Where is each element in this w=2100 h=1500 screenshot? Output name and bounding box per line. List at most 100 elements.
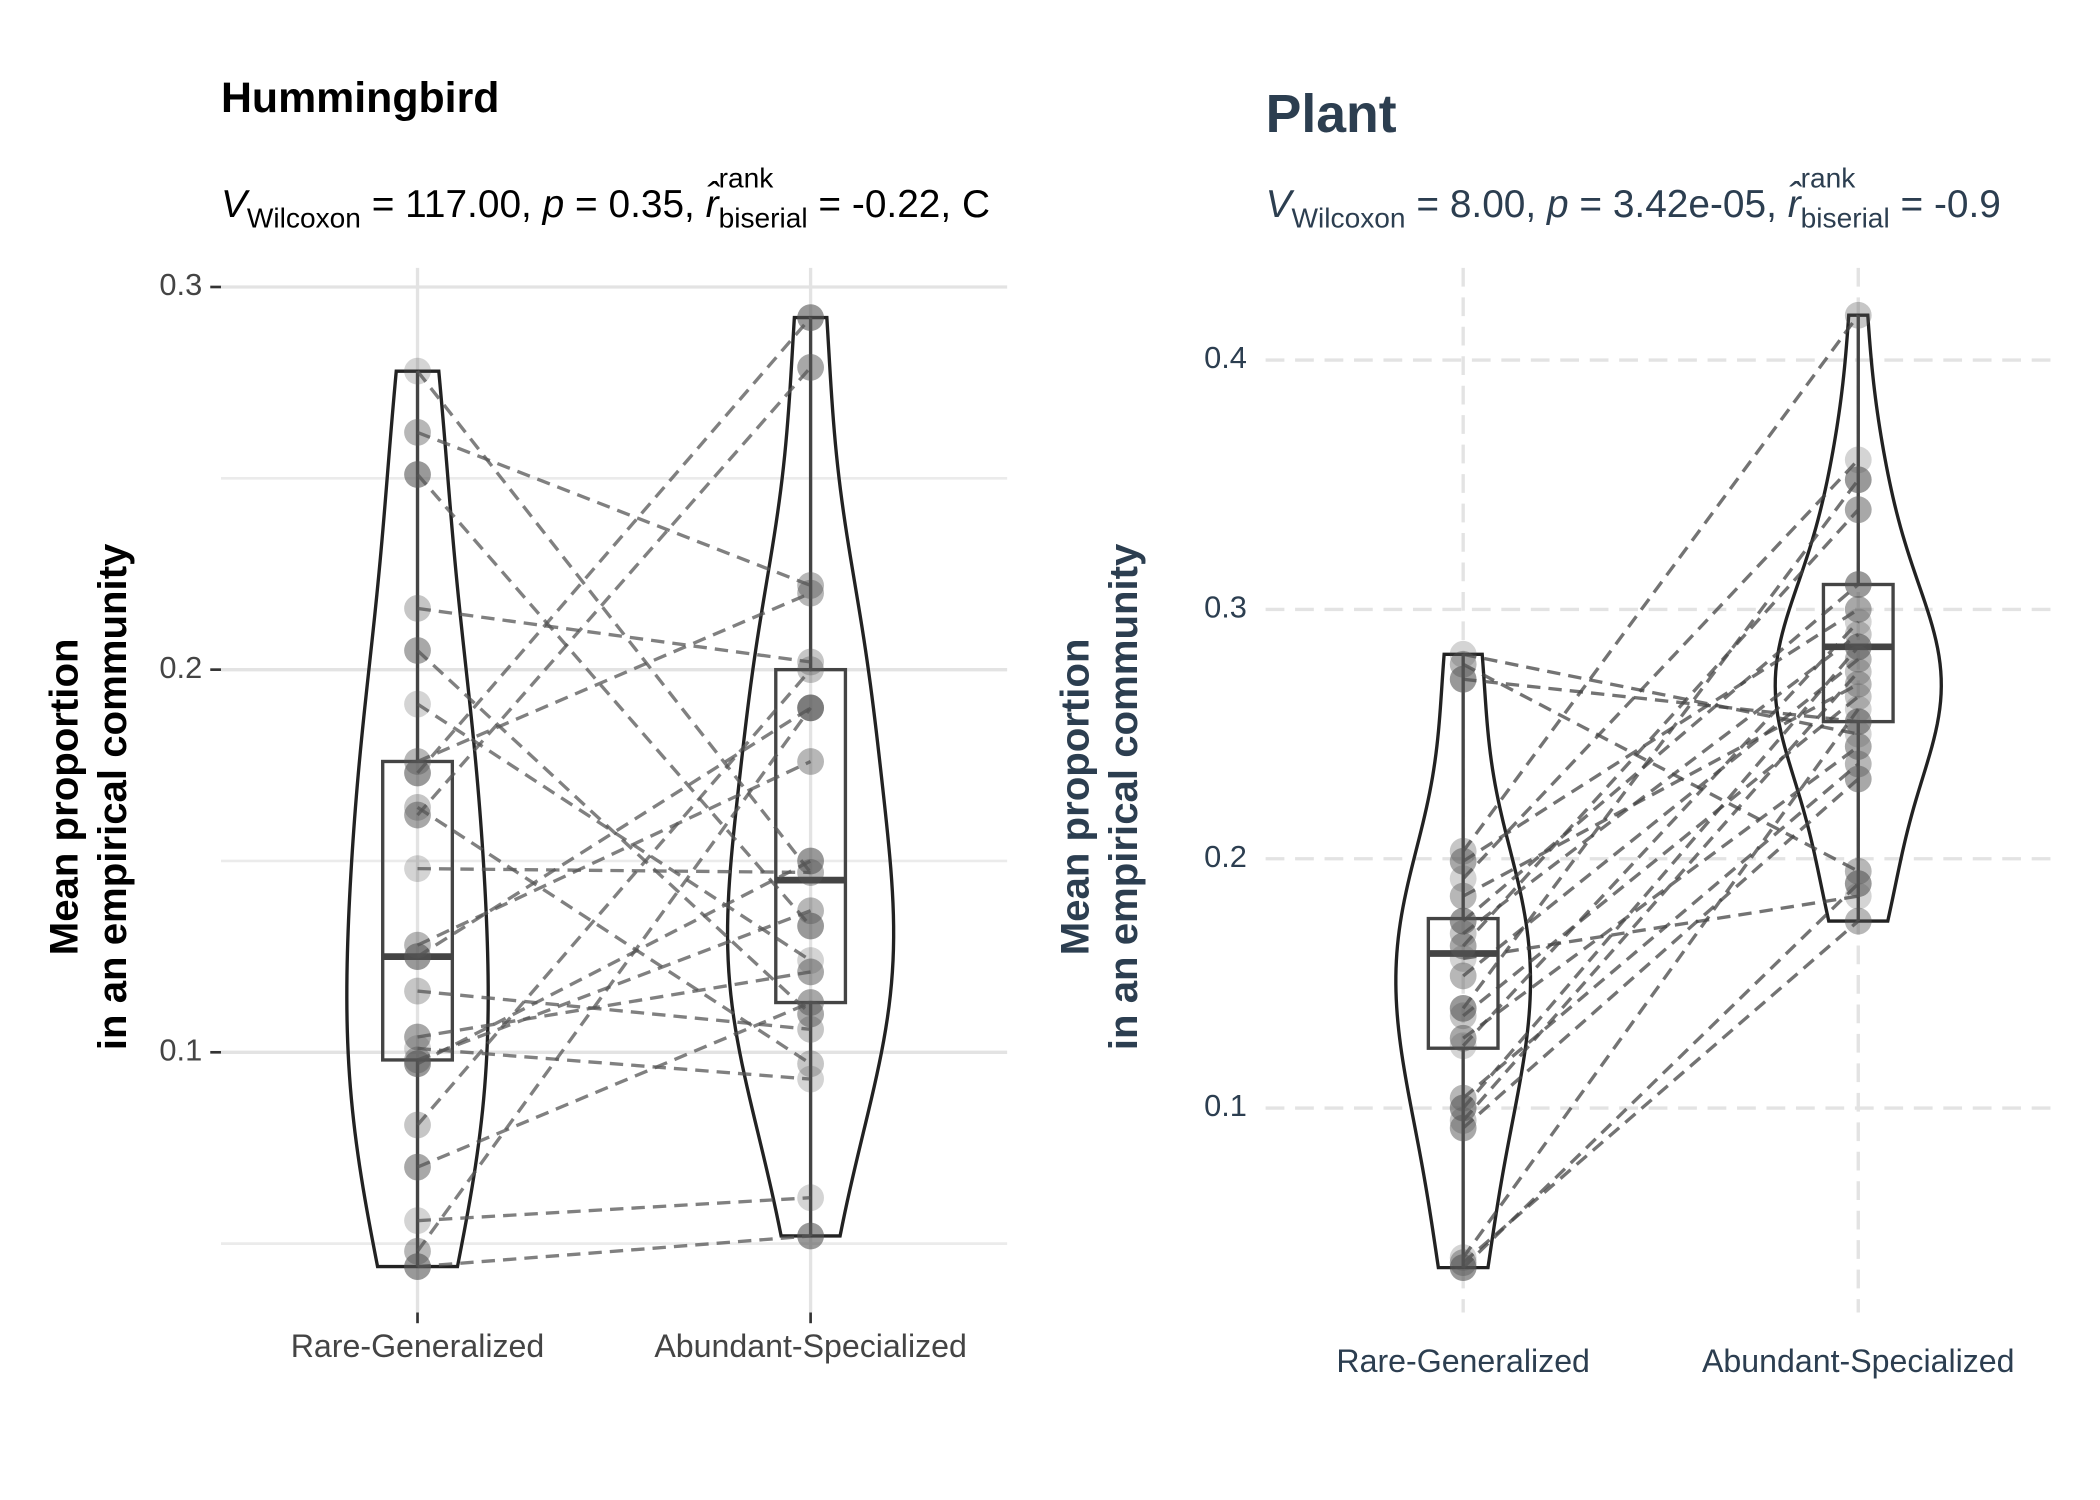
pair-line [416,370,812,874]
subtitle-part: biserial [719,203,808,234]
point [1449,962,1477,990]
point [797,656,824,684]
point [1449,1002,1477,1030]
violin [725,315,896,1238]
subtitle-part: = 0.35, [564,183,705,226]
point [404,357,431,385]
point [1844,301,1872,329]
pair-line [1461,508,1860,948]
pair-line [1461,670,1860,1122]
point [797,648,824,676]
subtitle-part: r̂ [1788,181,1803,226]
pair-line [416,859,812,1066]
point [1844,571,1872,598]
point [1844,870,1872,898]
point [797,1015,824,1043]
pair-line [416,706,812,959]
point [1844,695,1872,723]
panel-title: Plant [1266,85,1397,144]
point [1449,907,1477,935]
pair-line [1461,708,1860,1259]
point [797,1065,824,1093]
pair-line [416,649,812,1016]
point [1844,633,1872,661]
panel-title: Hummingbird [221,74,499,122]
point [797,897,824,925]
point [797,989,824,1016]
point [1449,1094,1477,1122]
subtitle-part: V [1266,183,1295,226]
point [1844,708,1872,736]
pair-line [1461,478,1860,1010]
y-tick-label: 0.2 [159,650,202,685]
point [404,461,431,488]
point [797,572,824,599]
pair-line [1462,882,1860,1269]
pair-line [417,606,811,664]
point [1449,1254,1477,1282]
subtitle-part: rank [1801,163,1857,194]
pair-line [416,759,812,947]
pair-line [1461,314,1860,853]
subtitle-part: p [1546,183,1569,226]
point [1449,1114,1477,1142]
pair-line [1462,894,1859,961]
subtitle-part: V [221,183,250,226]
pair-line [1461,620,1860,1047]
y-tick-label: 0.4 [1204,340,1247,375]
pair-line [1462,762,1860,1100]
pair-line [417,1234,811,1269]
pair-line [417,989,811,1032]
pair-line [1462,682,1860,898]
pair-line [1462,745,1860,1040]
point [404,1207,431,1235]
point [404,759,431,787]
x-tick-label: Rare-Generalized [291,1328,545,1364]
point [797,353,824,381]
subtitle-part: biserial [1801,203,1890,234]
y-tick-label: 0.3 [1204,590,1247,625]
y-tick-label: 0.1 [159,1032,202,1067]
point [404,801,431,829]
point [404,690,431,718]
pair-line [1462,919,1860,1264]
y-axis-label: Mean proportion [1053,638,1098,955]
pair-line [416,591,812,764]
pair-line [417,1046,811,1081]
pair-line [1461,458,1860,880]
point [1449,882,1477,910]
pair-line [1462,652,1859,736]
point [1844,466,1872,494]
point [797,694,824,722]
point [1844,670,1872,698]
subtitle-part: rank [719,163,775,194]
pair-line [416,473,812,928]
violin [1394,652,1533,1270]
point [797,847,824,875]
point [1844,446,1872,474]
pair-line [417,1196,811,1223]
x-tick-label: Abundant-Specialized [654,1328,967,1364]
pair-line [417,866,811,875]
pair-line [417,970,811,1039]
subtitle-part: Wilcoxon [1292,203,1406,234]
point [797,912,824,940]
point [1844,765,1872,793]
pair-line [1462,608,1860,863]
point [404,943,431,971]
y-axis-label: in an empirical community [1101,543,1146,1050]
point [404,1050,431,1078]
pair-line [416,430,812,588]
point [797,958,824,986]
point [1844,608,1872,636]
pair-line [416,702,812,962]
point [404,1253,431,1280]
point [797,579,824,607]
y-tick-label: 0.1 [1204,1088,1247,1123]
pair-line [1462,777,1860,1130]
x-tick-label: Abundant-Specialized [1702,1343,2015,1379]
point [404,1111,431,1139]
point [404,595,431,622]
violin [1773,313,1943,923]
point [797,694,824,722]
